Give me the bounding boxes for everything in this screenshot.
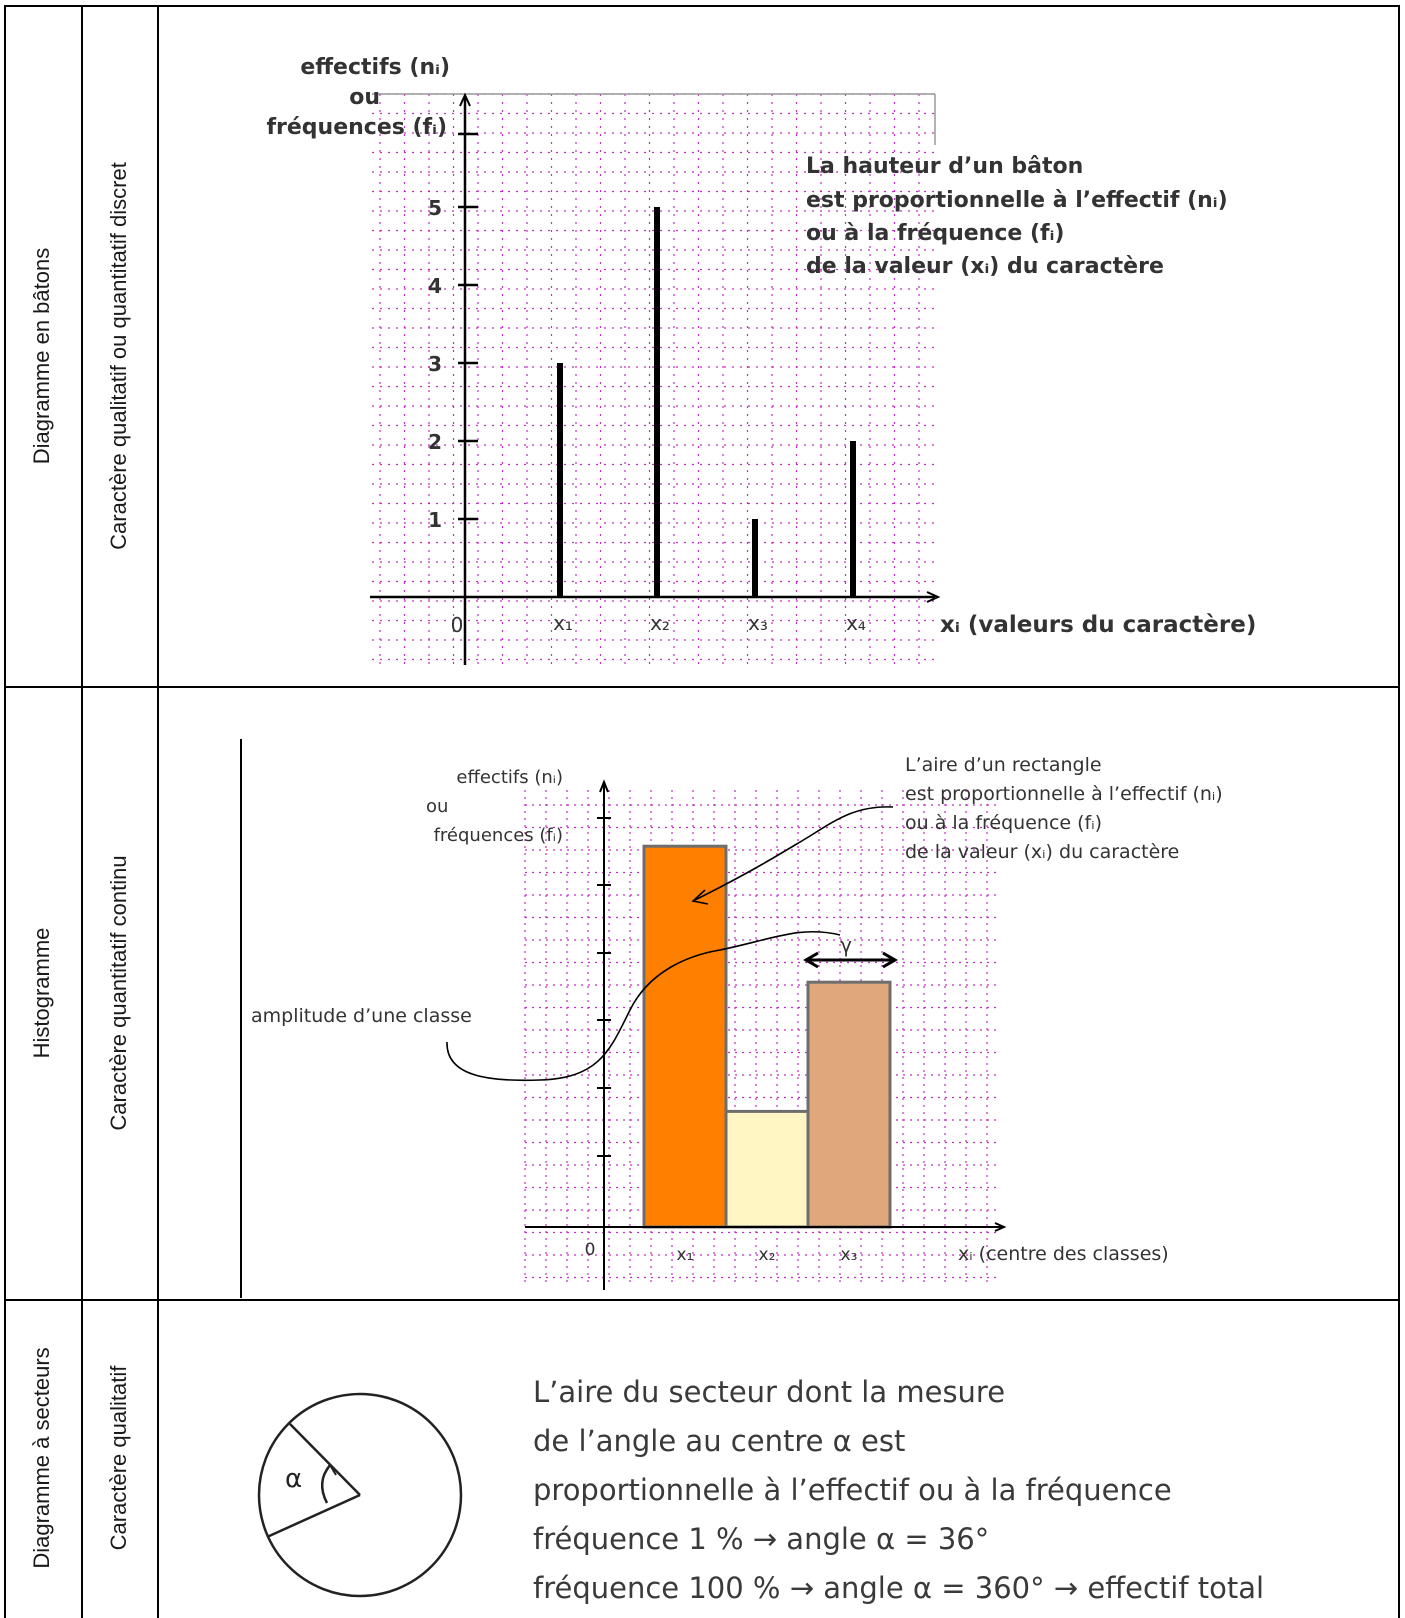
y-tick-label: 1 [428, 508, 442, 532]
row-type-label: Histogramme [29, 927, 54, 1059]
x-tick-label: x₂ [650, 611, 670, 635]
y-tick-label: 5 [428, 196, 442, 220]
x-tick-label: x₃ [748, 611, 768, 635]
y-tick-label: 3 [428, 352, 442, 376]
annotation-line: est proportionnelle à l’effectif (nᵢ) [806, 188, 1228, 213]
annotation-line: La hauteur d’un bâton [806, 154, 1083, 179]
histogram-chart: x₁ x₂ x₃ 0 xᵢ (centre des classes) effectifs … [240, 739, 1223, 1298]
row-divider [4, 686, 1400, 688]
row-nature-label: Caractère quantitatif continu [106, 855, 131, 1131]
y-axis-label: effectifs (nᵢ) [456, 767, 563, 788]
y-axis-arrow-icon [599, 779, 609, 793]
y-axis-arrow-icon [459, 92, 471, 107]
origin-label: 0 [585, 1240, 596, 1260]
y-axis-label: ou [349, 85, 380, 110]
amplitude-curve [446, 930, 841, 1082]
row-type-label: Diagramme en bâtons [29, 247, 54, 465]
amplitude-label: amplitude d’une classe [251, 1005, 472, 1027]
class-width-symbol: γ [840, 933, 852, 957]
sector-radius [266, 1493, 361, 1539]
pie-text-line: fréquence 100 % → angle α = 360° → effec… [533, 1571, 1265, 1605]
angle-arrow-icon [323, 1463, 337, 1476]
x-tick-label: x₄ [846, 611, 866, 635]
row-nature-label: Caractère qualitatif ou quantitatif disc… [106, 162, 131, 550]
pie-text-line: de l’angle au centre α est [533, 1424, 906, 1458]
x-tick-label: x₁ [553, 611, 573, 635]
x-axis-label: xᵢ (valeurs du caractère) [940, 612, 1256, 638]
pointer-arrow-icon [691, 889, 709, 905]
row-nature-label: Caractère qualitatif [106, 1365, 131, 1551]
histogram-bar [806, 980, 892, 1229]
table-border-right [1398, 5, 1400, 1618]
annotation-line: de la valeur (xᵢ) du caractère [905, 841, 1179, 863]
pie-text-line: proportionnelle à l’effectif ou à la fré… [533, 1473, 1172, 1507]
histogram-bar [642, 844, 728, 1229]
column-divider [81, 5, 83, 1618]
row-divider [4, 1299, 1400, 1301]
pie-circle [257, 1392, 463, 1598]
x-axis-arrow-icon [994, 1222, 1007, 1232]
y-tick-label: 2 [428, 430, 442, 454]
bar-chart: 1 2 3 4 5 x₁ x₂ x₃ x₄ 0 xᵢ (valeurs du caractère) e… [266, 55, 1256, 665]
annotation-line: est proportionnelle à l’effectif (nᵢ) [905, 783, 1223, 805]
y-tick-label: 4 [428, 274, 442, 298]
annotation-line: L’aire d’un rectangle [905, 754, 1102, 776]
pointer-curve [694, 806, 894, 901]
x-tick-label: x₂ [759, 1245, 776, 1265]
y-axis-label: fréquences (fᵢ) [266, 115, 447, 140]
row-type-label: Diagramme à secteurs [29, 1347, 54, 1569]
histogram-bar [724, 1109, 810, 1229]
table-border-top [4, 5, 1400, 7]
x-axis-arrow-icon [926, 591, 941, 603]
pie-text-line: L’aire du secteur dont la mesure [533, 1375, 1006, 1409]
pie-text-line: fréquence 1 % → angle α = 36° [533, 1522, 990, 1556]
chart-grid [372, 93, 936, 665]
annotation-line: de la valeur (xᵢ) du caractère [806, 254, 1164, 279]
x-tick-label: x₁ [677, 1245, 694, 1265]
sector-radius [289, 1423, 361, 1496]
angle-symbol: α [285, 1464, 302, 1494]
x-axis-label: xᵢ (centre des classes) [958, 1243, 1169, 1265]
y-axis-label: effectifs (nᵢ) [300, 55, 450, 80]
chart-axes [525, 779, 1007, 1290]
annotation-line: ou à la fréquence (fᵢ) [806, 221, 1064, 246]
y-axis-label: ou [426, 796, 448, 817]
arrow-right-icon [882, 951, 898, 969]
annotation-line: ou à la fréquence (fᵢ) [905, 812, 1102, 834]
arrow-left-icon [803, 951, 819, 969]
y-axis-label: fréquences (fᵢ) [434, 825, 563, 846]
column-divider [157, 5, 159, 1618]
x-tick-label: x₃ [841, 1245, 858, 1265]
table-border-left [4, 5, 6, 1618]
pie-explanation: L’aire du secteur dont la mesure de l’an… [533, 1368, 1264, 1613]
pie-diagram: α [257, 1392, 463, 1598]
origin-label: 0 [451, 613, 464, 637]
chart-axes [370, 92, 941, 665]
